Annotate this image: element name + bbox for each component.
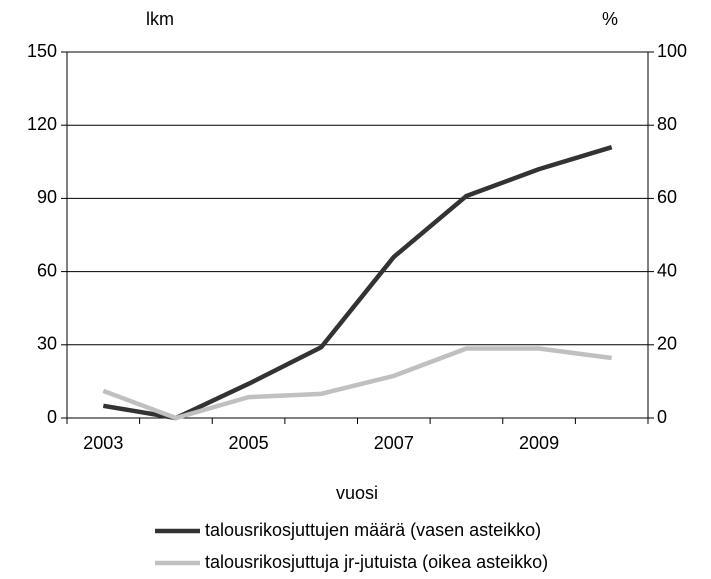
x-tick-label: 2009 xyxy=(519,433,559,453)
x-tick-label: 2007 xyxy=(374,433,414,453)
y-tick-label: 0 xyxy=(47,407,57,427)
x-axis-label: vuosi xyxy=(336,483,378,503)
x-tick-label: 2005 xyxy=(229,433,269,453)
y-tick-label: 90 xyxy=(37,187,57,207)
y2-tick-label: 20 xyxy=(657,334,677,354)
series-line xyxy=(102,346,612,421)
series-line xyxy=(102,145,613,421)
y2-tick-label: 40 xyxy=(657,260,677,280)
y2-tick-label: 60 xyxy=(657,187,677,207)
y-tick-label: 30 xyxy=(37,334,57,354)
y-axis-label: lkm xyxy=(146,9,174,29)
legend-label: talousrikosjuttuja jr-jutuista (oikea as… xyxy=(205,552,548,572)
legend-label: talousrikosjuttujen määrä (vasen asteikk… xyxy=(205,520,541,540)
y2-tick-label: 80 xyxy=(657,114,677,134)
x-tick-label: 2003 xyxy=(83,433,123,453)
y-tick-label: 60 xyxy=(37,260,57,280)
y-tick-label: 150 xyxy=(27,41,57,61)
y2-axis-label: % xyxy=(602,9,618,29)
y2-tick-label: 0 xyxy=(657,407,667,427)
y2-tick-label: 100 xyxy=(657,41,687,61)
y-tick-label: 120 xyxy=(27,114,57,134)
